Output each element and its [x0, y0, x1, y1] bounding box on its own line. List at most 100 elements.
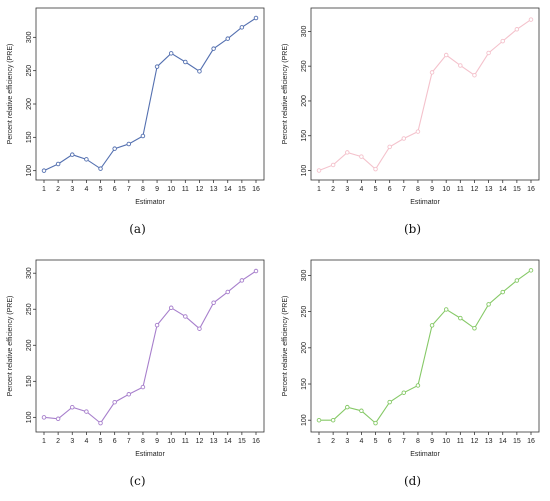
x-tick-label: 14	[499, 438, 507, 445]
x-tick-label: 16	[252, 186, 260, 193]
data-point	[183, 314, 188, 319]
x-tick-label: 13	[210, 186, 218, 193]
y-tick-label: 100	[301, 165, 308, 177]
data-point	[55, 416, 61, 422]
x-tick-label: 14	[224, 438, 232, 445]
data-point	[373, 420, 378, 426]
x-tick-label: 1	[317, 186, 321, 193]
x-tick-label: 14	[499, 186, 507, 193]
x-tick-label: 7	[127, 186, 131, 193]
x-tick-label: 3	[70, 438, 74, 445]
x-tick-label: 3	[345, 438, 349, 445]
x-tick-label: 13	[485, 186, 493, 193]
data-point	[429, 70, 435, 75]
data-point	[140, 133, 146, 139]
y-tick-label: 100	[26, 411, 33, 423]
x-tick-label: 4	[359, 186, 363, 193]
y-axis-label: Percent relative efficiency (PRE)	[282, 296, 289, 397]
data-point	[239, 278, 245, 283]
x-tick-label: 7	[402, 438, 406, 445]
data-point	[197, 326, 202, 331]
x-tick-label: 4	[359, 438, 363, 445]
x-tick-label: 12	[196, 186, 204, 193]
y-tick-label: 250	[301, 60, 308, 72]
plot-frame-d	[310, 259, 540, 433]
x-tick-label: 11	[182, 186, 189, 193]
data-point	[41, 168, 47, 173]
data-point	[359, 154, 364, 159]
data-point	[458, 63, 463, 68]
data-point	[415, 383, 421, 388]
data-point	[225, 36, 230, 41]
caption-b: (b)	[403, 222, 422, 236]
data-point	[472, 326, 477, 331]
y-tick-label: 100	[26, 165, 33, 177]
x-tick-label: 12	[471, 438, 479, 445]
data-point	[401, 136, 407, 141]
data-point	[112, 146, 117, 151]
x-tick-label: 6	[388, 438, 392, 445]
data-point	[472, 72, 477, 78]
data-point	[168, 51, 174, 56]
x-tick-label: 10	[442, 438, 450, 445]
x-tick-label: 10	[442, 186, 450, 193]
data-point	[154, 64, 160, 69]
caption-c: (c)	[129, 474, 146, 488]
x-axis-label: Estimator	[135, 199, 165, 206]
plot-frame-c	[35, 259, 265, 433]
data-point	[500, 289, 505, 295]
y-tick-label: 300	[301, 25, 308, 37]
data-point	[70, 152, 75, 157]
data-point	[98, 420, 103, 426]
x-tick-label: 2	[56, 186, 60, 193]
x-tick-label: 9	[430, 186, 434, 193]
x-tick-label: 9	[430, 438, 434, 445]
x-tick-label: 10	[167, 438, 175, 445]
x-tick-label: 6	[388, 186, 392, 193]
x-tick-label: 5	[99, 186, 103, 193]
y-tick-label: 150	[26, 131, 33, 143]
y-tick-label: 250	[26, 303, 33, 315]
data-point	[486, 50, 491, 56]
data-point	[253, 268, 259, 274]
series-line-a	[43, 17, 257, 172]
x-tick-label: 15	[238, 186, 246, 193]
data-point	[345, 404, 350, 410]
data-point	[500, 38, 505, 44]
y-tick-label: 200	[26, 98, 33, 110]
caption-a: (a)	[129, 222, 146, 236]
x-tick-label: 5	[99, 438, 103, 445]
x-tick-label: 11	[457, 186, 464, 193]
data-point	[429, 323, 435, 328]
x-tick-label: 13	[485, 438, 493, 445]
x-tick-label: 1	[42, 438, 46, 445]
chart-panel-b: 100 150 200 250 300 1 2 3 4 5 6 7 8 9 10 11 12 13 14 15 16 Es…	[275, 0, 550, 249]
y-axis-label: Percent relative efficiency (PRE)	[7, 44, 14, 145]
data-point	[70, 405, 75, 410]
x-tick-label: 11	[182, 438, 189, 445]
x-tick-label: 2	[331, 186, 335, 193]
x-tick-label: 6	[113, 438, 117, 445]
x-tick-label: 8	[141, 186, 145, 193]
data-point	[154, 322, 160, 328]
data-point	[330, 162, 336, 168]
data-point	[401, 390, 407, 395]
y-tick-label: 300	[26, 267, 33, 279]
x-tick-label: 14	[224, 186, 232, 193]
data-point	[514, 27, 520, 32]
x-tick-label: 11	[457, 438, 464, 445]
plot-frame-b	[310, 7, 540, 181]
y-tick-label: 300	[301, 269, 308, 281]
x-tick-label: 7	[402, 186, 406, 193]
data-point	[211, 46, 216, 51]
data-point	[316, 168, 322, 173]
data-point	[126, 141, 132, 147]
x-tick-label: 2	[56, 438, 60, 445]
series-line-b	[318, 19, 532, 172]
chart-panel-c: 100 150 200 250 300 1 2 3 4 5 6 7 8 9 10 11 12 13 14 15 16 Es…	[0, 252, 275, 501]
data-point	[55, 161, 61, 167]
series-line-c	[43, 270, 257, 424]
data-point	[140, 384, 146, 390]
data-point	[528, 17, 534, 22]
